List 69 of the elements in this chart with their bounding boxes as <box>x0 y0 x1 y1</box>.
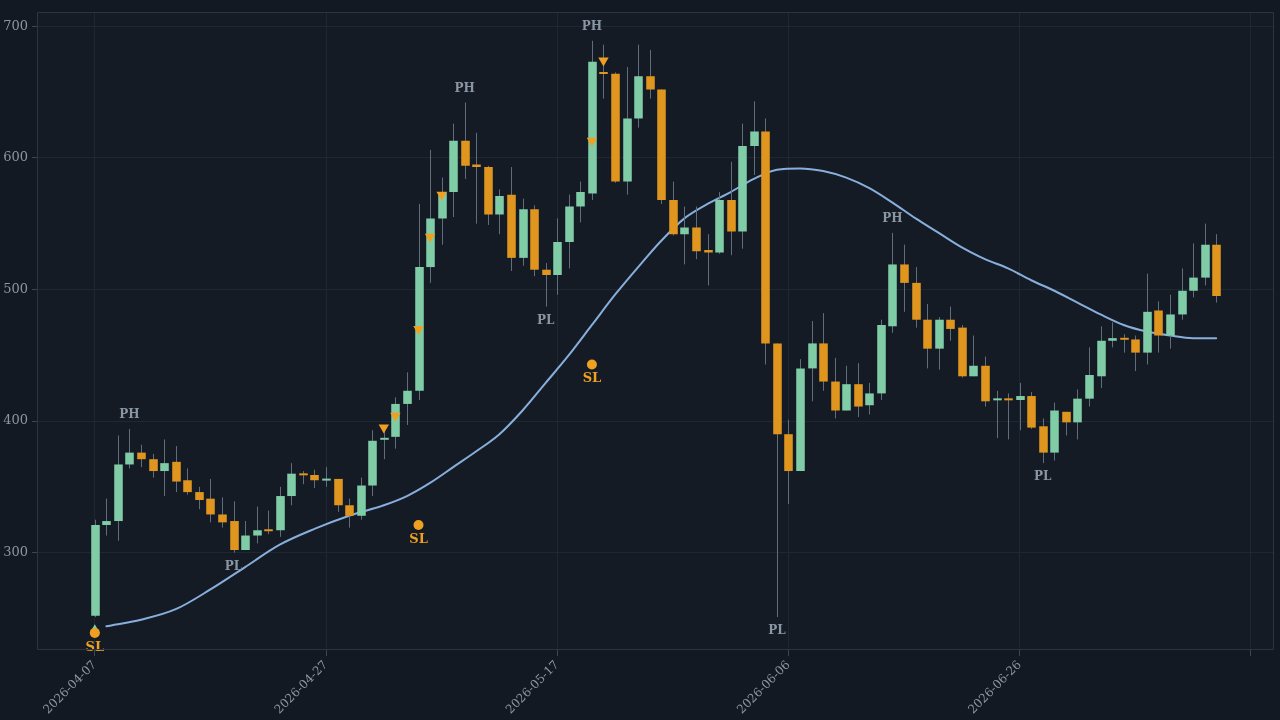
y-tick-label: 300 <box>3 544 28 559</box>
data-label: SL <box>409 530 428 546</box>
candlestick <box>1131 335 1140 372</box>
candlestick <box>1016 382 1025 431</box>
annotation: PH <box>119 407 140 422</box>
candlestick <box>472 132 481 225</box>
candlestick <box>599 44 608 100</box>
candlestick <box>993 390 1002 439</box>
point <box>436 191 447 201</box>
candlestick <box>854 362 863 418</box>
data-label: SL <box>582 370 602 386</box>
candlestick <box>1073 388 1082 440</box>
candlestick <box>172 445 181 493</box>
candlestick <box>206 478 215 523</box>
candlestick <box>704 233 713 286</box>
point <box>413 519 424 530</box>
annotation: PL <box>224 558 243 573</box>
point <box>586 137 598 147</box>
candlestick <box>218 496 227 529</box>
candlestick <box>195 486 204 510</box>
candlestick <box>969 335 978 377</box>
candlestick <box>1108 321 1117 348</box>
annotation: PL <box>768 623 787 638</box>
point <box>424 233 436 243</box>
candlestick <box>322 466 331 488</box>
candlestick <box>241 520 250 551</box>
candlestick <box>149 453 158 479</box>
candlestick <box>1120 333 1129 354</box>
candlestick <box>345 498 354 529</box>
candlestick <box>403 371 412 426</box>
candlestick <box>137 444 146 468</box>
y-tick-label: 700 <box>3 17 28 33</box>
candlestick <box>1178 267 1187 321</box>
candlestick <box>495 188 504 235</box>
candlestick <box>1189 242 1198 298</box>
candlestick <box>646 49 655 100</box>
candlestick <box>253 506 262 544</box>
annotation: PH <box>454 80 475 95</box>
candlestick <box>865 382 874 415</box>
point <box>413 325 424 335</box>
annotation: PH <box>882 210 903 225</box>
y-tick-label: 500 <box>3 280 28 296</box>
candlestick <box>1004 392 1013 440</box>
candlestick <box>946 306 955 342</box>
candlestick <box>576 181 585 223</box>
candlestick <box>542 262 551 308</box>
candlestick <box>287 462 296 506</box>
candlestick <box>680 206 689 265</box>
candlestick <box>900 244 909 313</box>
point <box>598 57 609 67</box>
y-tick-label: 400 <box>3 412 28 428</box>
annotation: PH <box>581 18 603 33</box>
candlestick <box>102 498 111 537</box>
point <box>586 359 597 370</box>
candlestick <box>183 467 192 496</box>
point <box>390 412 401 422</box>
candlestick <box>125 428 134 469</box>
candlestick <box>692 206 701 260</box>
point <box>89 627 100 638</box>
annotation: PL <box>1034 469 1053 484</box>
point <box>378 424 390 434</box>
candlestick <box>264 510 273 535</box>
y-tick-label: 600 <box>3 149 28 165</box>
annotation: PL <box>536 312 555 327</box>
candlestick <box>1085 346 1094 408</box>
candlestick <box>1166 294 1175 350</box>
candlestick <box>310 469 319 489</box>
candlestick <box>750 100 759 176</box>
candlestick <box>160 438 169 497</box>
